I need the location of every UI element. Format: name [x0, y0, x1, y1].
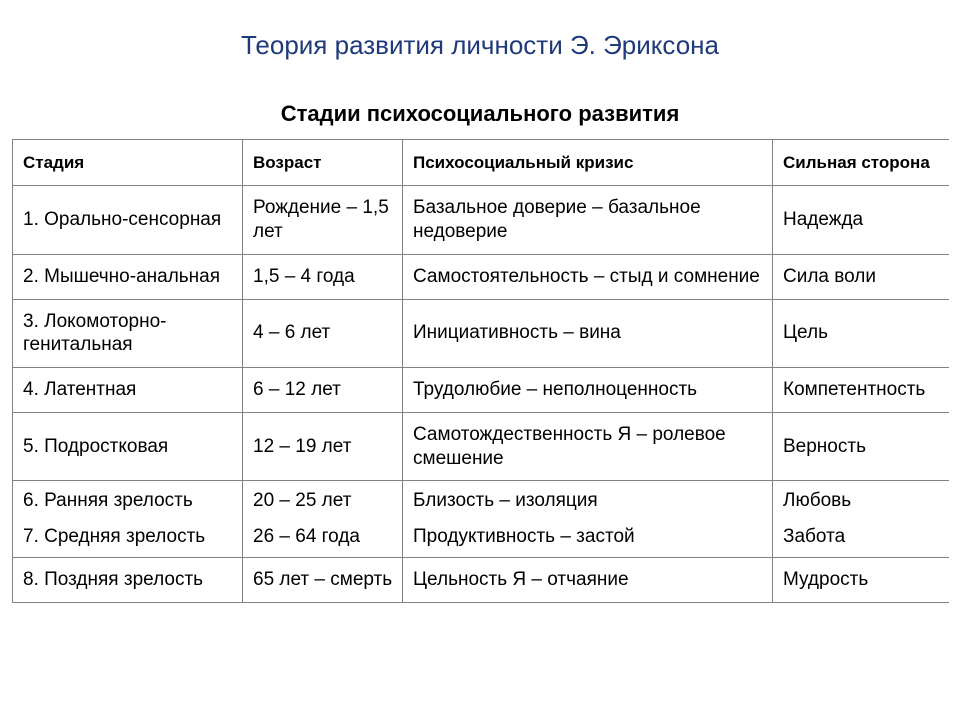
cell-strength: Мудрость	[773, 557, 949, 602]
cell-strength: Компетентность	[773, 368, 949, 413]
cell-stage: 8. Поздняя зрелость	[13, 557, 243, 602]
table-row: 6. Ранняя зрелость 20 – 25 лет Близость …	[13, 481, 949, 519]
cell-strength: Надежда	[773, 186, 949, 255]
cell-crisis: Инициативность – вина	[403, 299, 773, 368]
cell-age: 65 лет – смерть	[243, 557, 403, 602]
table-row: 1. Орально-сенсорная Рождение – 1,5 лет …	[13, 186, 949, 255]
table-row: 5. Подростковая 12 – 19 лет Самотождеств…	[13, 412, 949, 481]
table-row: 4. Латентная 6 – 12 лет Трудолюбие – неп…	[13, 368, 949, 413]
col-strength: Сильная сторона	[773, 140, 949, 186]
cell-age: Рождение – 1,5 лет	[243, 186, 403, 255]
cell-crisis: Цельность Я – отчаяние	[403, 557, 773, 602]
cell-strength: Верность	[773, 412, 949, 481]
col-age: Возраст	[243, 140, 403, 186]
cell-age: 6 – 12 лет	[243, 368, 403, 413]
table-row: 3. Локомоторно-генитальная 4 – 6 лет Ини…	[13, 299, 949, 368]
page-title: Теория развития личности Э. Эриксона	[0, 30, 960, 61]
col-crisis: Психосоциальный кризис	[403, 140, 773, 186]
table-subtitle: Стадии психосоциального развития	[0, 101, 960, 127]
cell-stage: 4. Латентная	[13, 368, 243, 413]
table-row: 8. Поздняя зрелость 65 лет – смерть Цель…	[13, 557, 949, 602]
cell-crisis: Самостоятельность – стыд и сомнение	[403, 254, 773, 299]
cell-crisis: Близость – изоляция	[403, 481, 773, 519]
cell-stage: 6. Ранняя зрелость	[13, 481, 243, 519]
col-stage: Стадия	[13, 140, 243, 186]
cell-strength: Любовь	[773, 481, 949, 519]
cell-crisis: Самотождественность Я – ролевое смешение	[403, 412, 773, 481]
cell-age: 20 – 25 лет	[243, 481, 403, 519]
stages-table: Стадия Возраст Психосоциальный кризис Си…	[12, 139, 949, 603]
cell-crisis: Трудолюбие – неполноценность	[403, 368, 773, 413]
cell-stage: 2. Мышечно-анальная	[13, 254, 243, 299]
cell-age: 1,5 – 4 года	[243, 254, 403, 299]
table-header-row: Стадия Возраст Психосоциальный кризис Си…	[13, 140, 949, 186]
cell-strength: Забота	[773, 519, 949, 557]
cell-stage: 7. Средняя зрелость	[13, 519, 243, 557]
cell-age: 4 – 6 лет	[243, 299, 403, 368]
cell-age: 26 – 64 года	[243, 519, 403, 557]
cell-stage: 5. Подростковая	[13, 412, 243, 481]
cell-age: 12 – 19 лет	[243, 412, 403, 481]
table-row: 7. Средняя зрелость 26 – 64 года Продукт…	[13, 519, 949, 557]
cell-crisis: Продуктивность – застой	[403, 519, 773, 557]
cell-crisis: Базальное доверие – базальное недоверие	[403, 186, 773, 255]
table-row: 2. Мышечно-анальная 1,5 – 4 года Самосто…	[13, 254, 949, 299]
cell-strength: Сила воли	[773, 254, 949, 299]
cell-stage: 3. Локомоторно-генитальная	[13, 299, 243, 368]
cell-stage: 1. Орально-сенсорная	[13, 186, 243, 255]
cell-strength: Цель	[773, 299, 949, 368]
